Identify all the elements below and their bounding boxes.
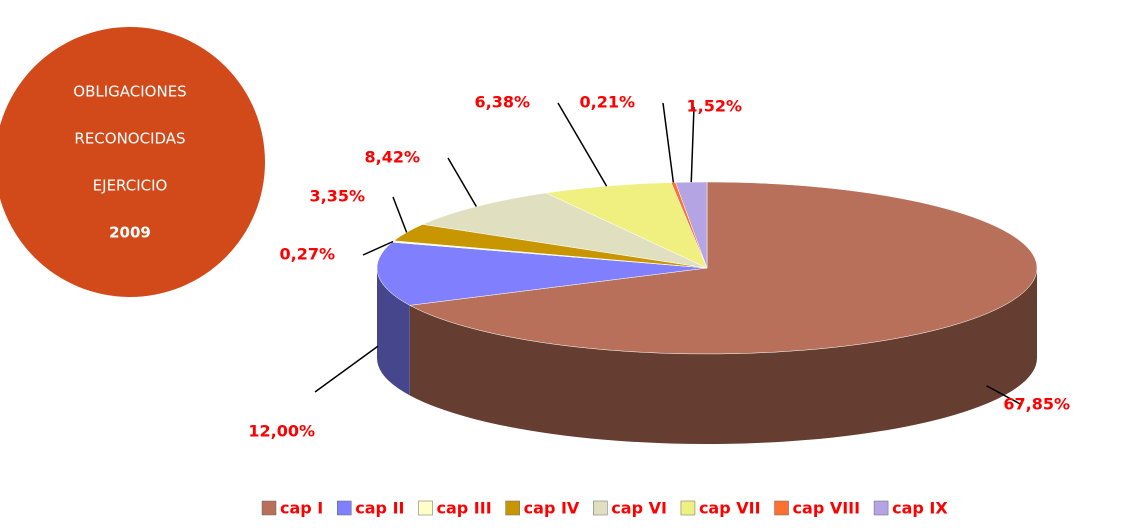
leader-line: [690, 106, 695, 183]
data-label: 12,00%: [248, 422, 315, 441]
legend-label: cap II: [355, 499, 404, 518]
data-label: 6,38%: [474, 93, 530, 112]
badge-text: EJERCICIO: [93, 177, 168, 195]
slice: [675, 181, 708, 269]
slice: [408, 181, 1038, 355]
leader-line: [986, 385, 1023, 406]
leader-line: [314, 345, 379, 393]
legend-swatch: [261, 500, 277, 516]
badge-text: 2009: [109, 224, 151, 242]
leader-line: [662, 102, 675, 183]
legend-label: cap III: [436, 499, 491, 518]
legend-swatch: [505, 500, 520, 516]
leader-line: [557, 102, 608, 187]
leader-line: [392, 196, 408, 233]
badge: [0, 27, 265, 297]
legend-label: cap I: [280, 499, 323, 518]
leader-line: [362, 240, 394, 256]
data-label: 0,21%: [579, 93, 635, 112]
leader-line: [447, 157, 477, 207]
legend-swatch: [593, 500, 608, 516]
badge-text: RECONOCIDAS: [74, 130, 185, 148]
legend-label: cap IX: [892, 499, 948, 518]
legend-swatch: [774, 500, 789, 516]
slice: [545, 182, 708, 269]
legend-label: cap VI: [611, 499, 667, 518]
legend-label: cap VII: [699, 499, 761, 518]
legend-swatch: [337, 500, 352, 516]
slice-side: [377, 268, 410, 396]
data-label: 8,42%: [364, 148, 420, 167]
slice-side: [409, 268, 1037, 444]
legend-label: cap VIII: [793, 499, 861, 518]
legend-swatch: [418, 500, 433, 516]
data-label: 0,27%: [279, 245, 335, 264]
badge-text: OBLIGACIONES: [73, 83, 186, 101]
data-label: 67,85%: [1003, 395, 1070, 414]
slice: [421, 192, 708, 269]
legend-swatch: [873, 500, 889, 516]
data-label: 1,52%: [686, 97, 742, 116]
legend-label: cap IV: [524, 499, 580, 518]
legend-swatch: [680, 500, 696, 516]
data-label: 3,35%: [309, 187, 365, 206]
slice: [376, 241, 708, 306]
